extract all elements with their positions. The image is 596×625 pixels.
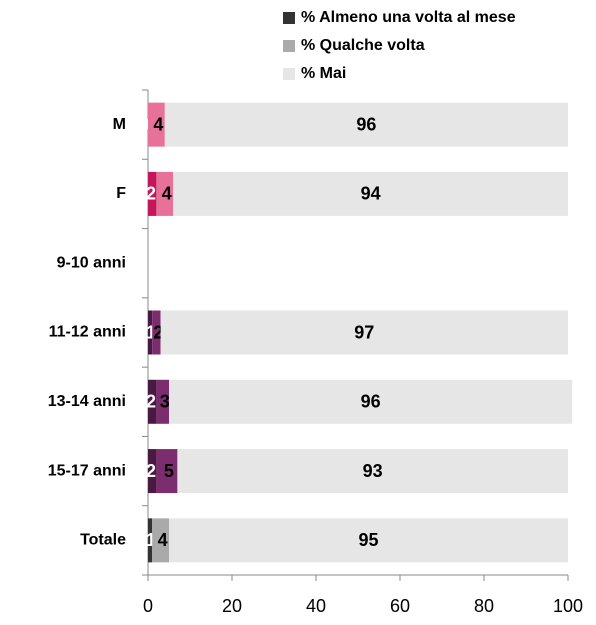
data-label: 2 bbox=[146, 392, 156, 412]
data-label: 1 bbox=[146, 322, 156, 342]
bar-segment bbox=[148, 449, 157, 494]
category-label: Totale bbox=[80, 532, 126, 549]
x-tick-label: 40 bbox=[306, 596, 326, 616]
data-label: 5 bbox=[164, 461, 174, 481]
data-label: 2 bbox=[146, 461, 156, 481]
data-label: 3 bbox=[160, 392, 170, 412]
bar-segment bbox=[148, 171, 157, 216]
category-label: 11-12 anni bbox=[49, 324, 126, 341]
data-label: 95 bbox=[358, 530, 378, 550]
bar-segment bbox=[148, 102, 165, 147]
legend-swatch bbox=[283, 40, 295, 52]
x-tick-label: 60 bbox=[390, 596, 410, 616]
x-tick-label: 20 bbox=[222, 596, 242, 616]
category-label: 9-10 anni bbox=[57, 254, 126, 271]
category-label: F bbox=[116, 185, 126, 202]
bar-segment bbox=[160, 310, 568, 355]
legend-swatch bbox=[283, 12, 295, 24]
legend-label: % Qualche volta bbox=[301, 37, 425, 54]
data-label: 4 bbox=[162, 184, 172, 204]
data-label: 2 bbox=[153, 322, 163, 342]
legend-swatch bbox=[283, 68, 295, 80]
bar-segment bbox=[152, 310, 161, 355]
category-label: 13-14 anni bbox=[48, 393, 126, 410]
data-label: 96 bbox=[361, 392, 381, 412]
bar-segment bbox=[173, 171, 568, 216]
data-label: 4 bbox=[153, 114, 163, 134]
bar-segment bbox=[152, 518, 169, 563]
bar-segment bbox=[156, 171, 174, 216]
data-label: 93 bbox=[363, 461, 383, 481]
data-label: 96 bbox=[356, 114, 376, 134]
x-tick-label: 100 bbox=[553, 596, 583, 616]
data-label: 1 bbox=[146, 530, 156, 550]
bar-segment bbox=[164, 102, 569, 147]
data-label: 2 bbox=[146, 184, 156, 204]
bar-segment bbox=[156, 379, 169, 424]
data-label: 97 bbox=[354, 322, 374, 342]
legend-label: % Almeno una volta al mese bbox=[301, 9, 516, 26]
data-label: 94 bbox=[361, 184, 381, 204]
category-label: 15-17 anni bbox=[48, 462, 126, 479]
bar-segment bbox=[148, 518, 153, 563]
bar-segment bbox=[177, 449, 568, 494]
bar-segment bbox=[148, 310, 153, 355]
x-tick-label: 80 bbox=[474, 596, 494, 616]
category-label: M bbox=[113, 116, 126, 133]
legend-label: % Mai bbox=[301, 65, 346, 82]
bar-segment bbox=[148, 379, 157, 424]
bar-segment bbox=[169, 379, 573, 424]
bar-segment bbox=[169, 518, 568, 563]
x-tick-label: 0 bbox=[143, 596, 153, 616]
data-label: 4 bbox=[158, 530, 168, 550]
bar-segment bbox=[156, 449, 178, 494]
